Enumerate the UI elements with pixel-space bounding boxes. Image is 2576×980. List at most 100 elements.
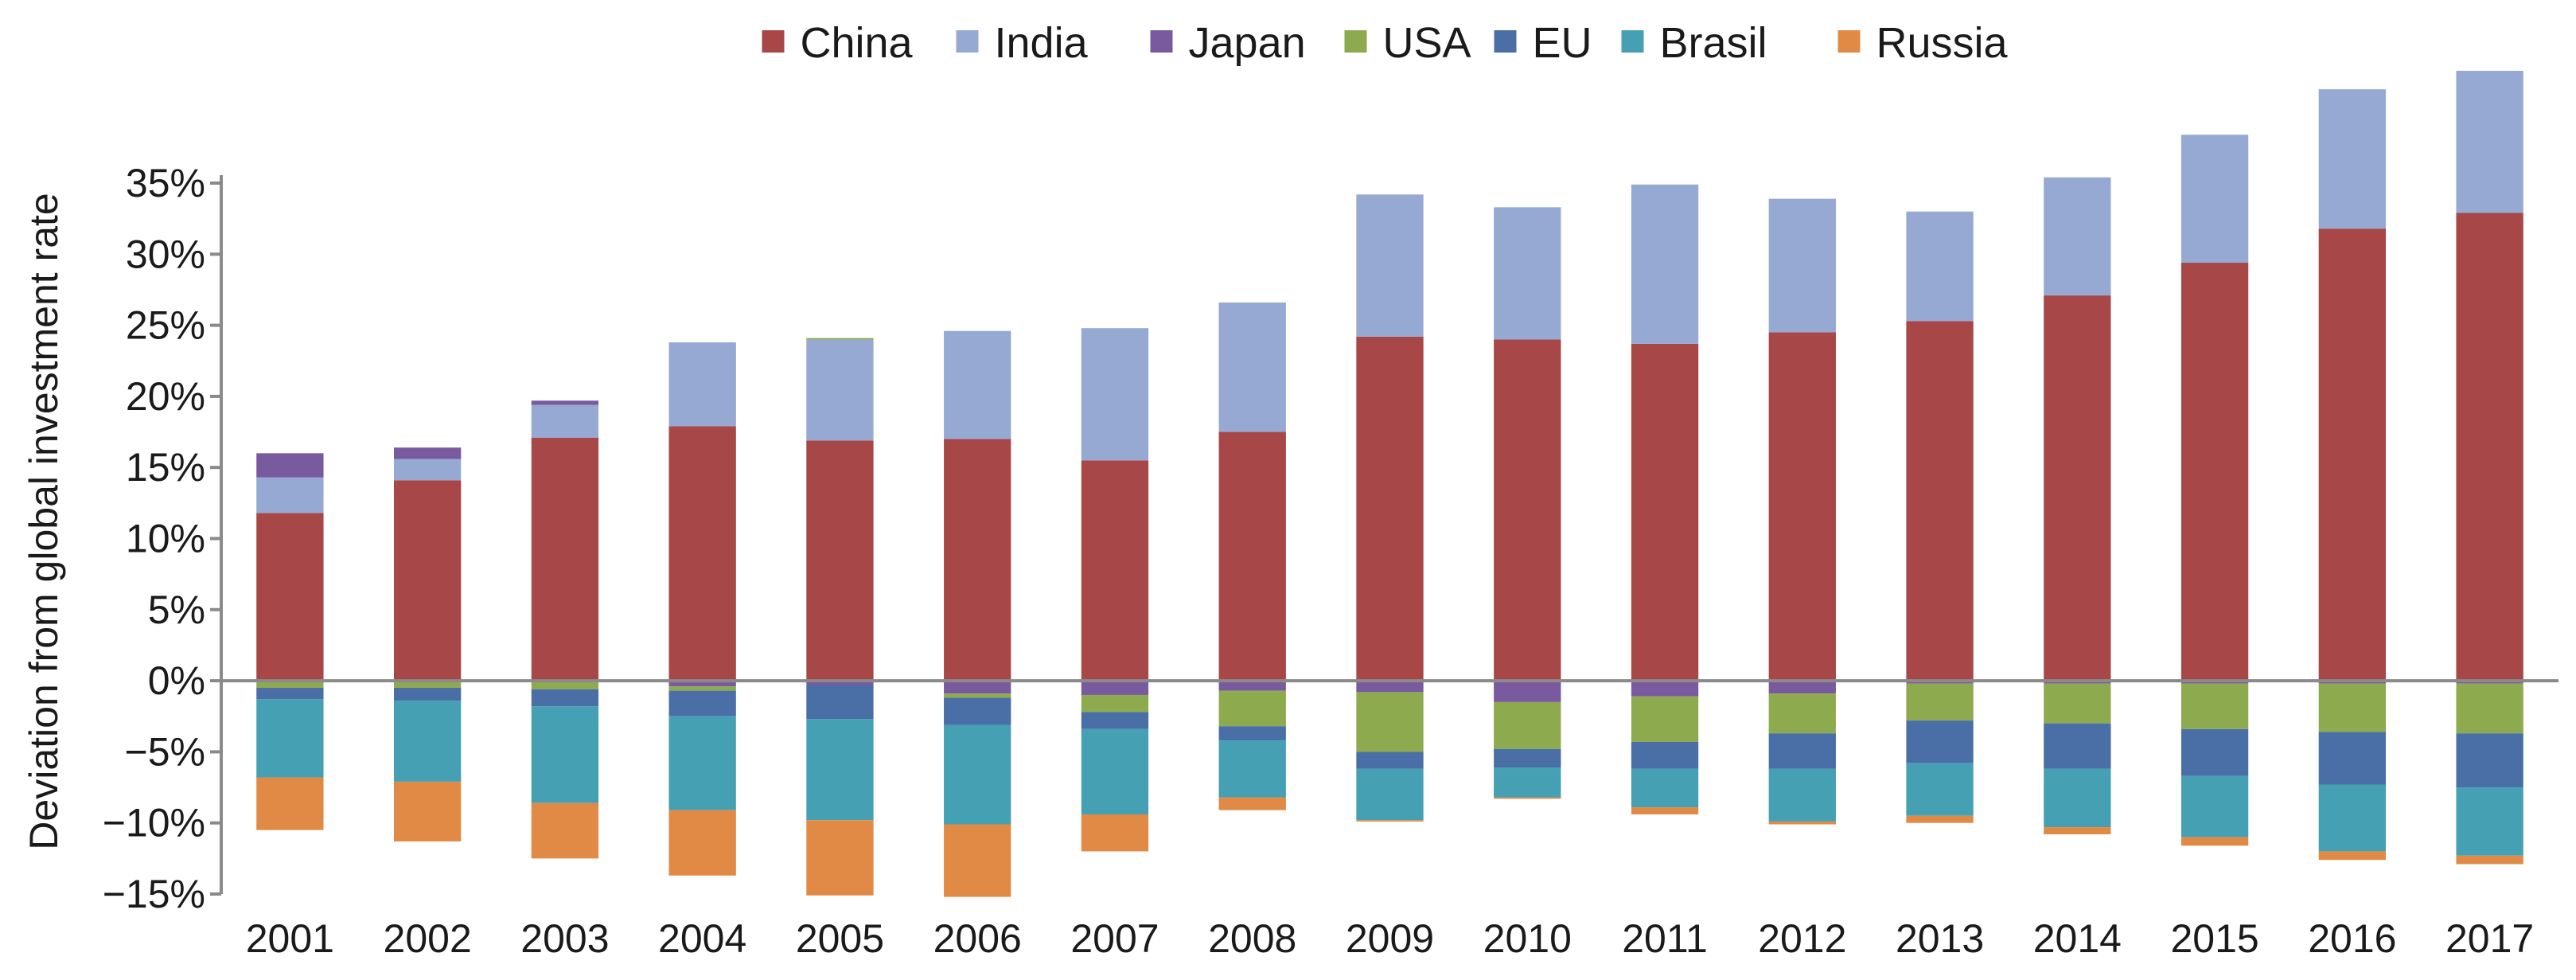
bar-india-2006 — [944, 330, 1011, 439]
bar-eu-2015 — [2180, 728, 2249, 776]
bar-china-2004 — [668, 426, 736, 681]
bar-japan-2004 — [668, 681, 736, 687]
bar-eu-2009 — [1356, 752, 1424, 769]
legend-label: Brasil — [1660, 19, 1767, 67]
x-tick-label: 2001 — [246, 916, 334, 961]
bar-india-2013 — [1906, 211, 1974, 322]
bar-china-2003 — [531, 437, 599, 681]
bar-russia-2004 — [668, 810, 736, 876]
bar-brasil-2014 — [2044, 768, 2111, 828]
bar-india-2011 — [1631, 184, 1699, 344]
bar-china-2005 — [806, 440, 874, 681]
x-tick-label: 2015 — [2170, 916, 2258, 961]
y-tick-label: 20% — [126, 374, 205, 419]
bar-eu-2016 — [2318, 732, 2387, 785]
bar-usa-2009 — [1356, 692, 1424, 752]
legend-label: EU — [1533, 19, 1592, 67]
bar-usa-2017 — [2456, 683, 2523, 734]
bar-eu-2013 — [1906, 720, 1974, 763]
bar-india-2007 — [1081, 328, 1149, 461]
bar-eu-2011 — [1631, 741, 1699, 769]
bar-usa-2012 — [1768, 693, 1836, 734]
bar-japan-2009 — [1356, 681, 1424, 693]
bar-stack-2014 — [2044, 177, 2111, 834]
bar-russia-2002 — [393, 781, 462, 841]
bar-eu-2010 — [1494, 748, 1561, 768]
y-tick-label: 5% — [148, 588, 205, 632]
legend-label: USA — [1383, 19, 1471, 67]
bar-brasil-2006 — [944, 724, 1011, 825]
legend-swatch — [762, 30, 785, 53]
legend-item-russia: Russia — [1837, 19, 2009, 67]
bar-india-2008 — [1218, 303, 1286, 432]
x-tick-label: 2013 — [1896, 916, 1984, 961]
x-axis-ticks: 2001 2002 2003 2004 2005 2006 2007 2008 2009 2010… — [246, 916, 2534, 961]
bar-usa-2013 — [1906, 683, 1974, 721]
bar-china-2002 — [393, 480, 462, 681]
bar-china-2010 — [1494, 339, 1561, 681]
bar-russia-2016 — [2318, 851, 2387, 861]
bar-usa-2015 — [2180, 683, 2249, 729]
y-axis-label: Deviation from global investment rate — [21, 193, 66, 849]
bar-china-2017 — [2456, 213, 2523, 681]
bar-usa-2008 — [1218, 690, 1286, 727]
bar-russia-2011 — [1631, 807, 1699, 814]
bar-china-2001 — [256, 513, 324, 681]
bar-japan-2005 — [806, 681, 874, 685]
bar-india-2012 — [1768, 198, 1836, 333]
y-axis-ticks: 35% 30% 25% 20% 15% 10% 5% 0% −5% −10% −15% — [103, 161, 221, 916]
bar-eu-2004 — [668, 690, 736, 716]
bar-eu-2002 — [393, 688, 462, 701]
legend-item-china: China — [762, 19, 914, 67]
bar-russia-2006 — [944, 824, 1011, 897]
bar-stack-2003 — [531, 400, 599, 859]
bar-india-2017 — [2456, 70, 2523, 213]
y-tick-label: −15% — [103, 872, 205, 916]
bar-stack-2016 — [2318, 89, 2387, 861]
y-tick-label: 10% — [126, 517, 205, 561]
bar-india-2010 — [1494, 207, 1561, 340]
bar-japan-2003 — [531, 400, 599, 405]
bar-eu-2005 — [806, 685, 874, 720]
y-tick-label: 35% — [126, 161, 205, 205]
y-tick-label: 25% — [126, 303, 205, 348]
bar-india-2001 — [256, 477, 324, 513]
x-tick-label: 2005 — [796, 916, 884, 961]
bar-stack-2008 — [1218, 303, 1286, 810]
bar-russia-2015 — [2180, 837, 2249, 846]
bar-japan-2006 — [944, 681, 1011, 694]
bar-stack-2005 — [806, 338, 874, 896]
bar-brasil-2008 — [1218, 740, 1286, 798]
x-tick-label: 2006 — [933, 916, 1022, 961]
bar-russia-2017 — [2456, 855, 2523, 865]
legend-item-brasil: Brasil — [1621, 19, 1767, 67]
bar-japan-2010 — [1494, 681, 1561, 702]
bar-japan-2001 — [256, 453, 324, 478]
bar-japan-2007 — [1081, 681, 1149, 695]
bar-japan-2012 — [1768, 681, 1836, 694]
bars-group — [256, 70, 2523, 897]
x-tick-label: 2017 — [2445, 916, 2534, 961]
bar-china-2011 — [1631, 343, 1699, 681]
bar-india-2016 — [2318, 89, 2387, 229]
bar-usa-2006 — [944, 693, 1011, 698]
x-tick-label: 2016 — [2308, 916, 2396, 961]
bar-japan-2008 — [1218, 681, 1286, 691]
bar-russia-2014 — [2044, 827, 2111, 834]
bar-usa-2002 — [393, 681, 462, 689]
bar-china-2008 — [1218, 431, 1286, 681]
bar-brasil-2002 — [393, 701, 462, 782]
bar-stack-2004 — [668, 342, 736, 876]
bar-india-2002 — [393, 459, 462, 481]
bar-usa-2010 — [1494, 701, 1561, 749]
bar-china-2014 — [2044, 295, 2111, 681]
bar-usa-2016 — [2318, 683, 2387, 732]
bar-brasil-2005 — [806, 719, 874, 821]
legend-label: China — [801, 19, 914, 67]
bar-russia-2013 — [1906, 815, 1974, 823]
legend-item-usa: USA — [1344, 19, 1471, 67]
bar-china-2013 — [1906, 321, 1974, 681]
y-tick-label: 30% — [126, 232, 205, 276]
bar-china-2015 — [2180, 263, 2249, 681]
bar-usa-2005 — [806, 338, 874, 340]
